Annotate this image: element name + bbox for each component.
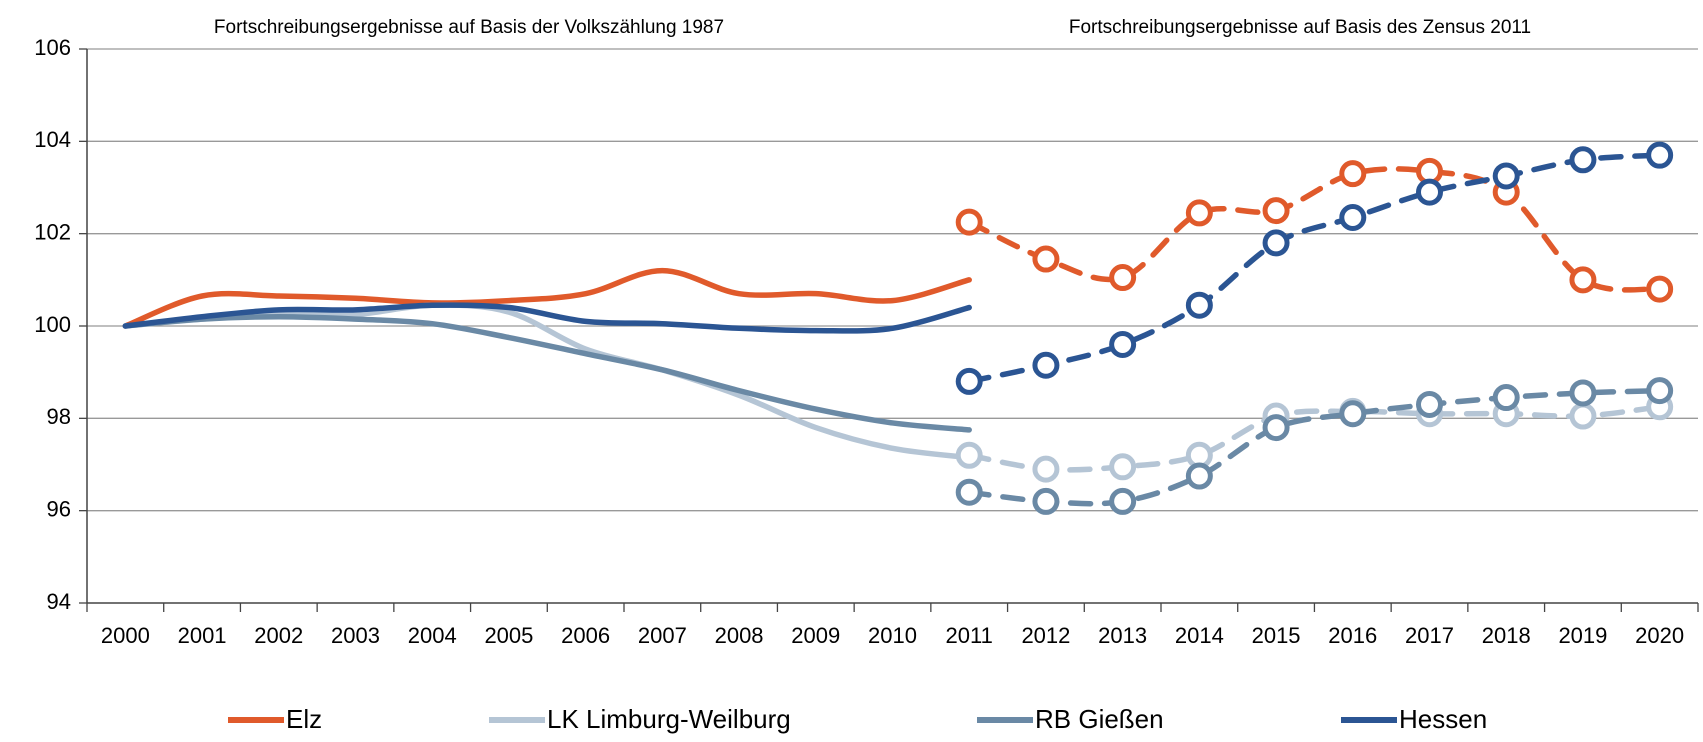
x-tick-label: 2017	[1405, 623, 1454, 648]
series-line	[122, 302, 972, 334]
point-marker	[1109, 453, 1137, 481]
series-line	[966, 404, 1663, 473]
point-marker	[955, 478, 983, 506]
x-tick-label: 2020	[1635, 623, 1684, 648]
point-marker	[1185, 291, 1213, 319]
point-marker	[955, 367, 983, 395]
x-tick-label: 2015	[1252, 623, 1301, 648]
y-tick-label: 100	[34, 312, 71, 337]
point-marker	[1569, 146, 1597, 174]
point-marker	[1569, 266, 1597, 294]
point-marker	[1185, 462, 1213, 490]
section-title: Fortschreibungsergebnisse auf Basis des …	[1069, 17, 1531, 38]
x-tick-label: 2019	[1558, 623, 1607, 648]
series-line	[122, 314, 972, 433]
x-tick-label: 2004	[408, 623, 457, 648]
point-marker	[1569, 379, 1597, 407]
y-tick-label: 104	[34, 127, 71, 152]
series-line	[122, 267, 972, 329]
point-marker	[1646, 275, 1674, 303]
point-marker	[1339, 160, 1367, 188]
x-tick-label: 2009	[791, 623, 840, 648]
y-tick-label: 96	[47, 496, 71, 521]
point-marker	[1109, 487, 1137, 515]
x-tick-label: 2010	[868, 623, 917, 648]
point-marker	[1646, 377, 1674, 405]
point-marker	[1262, 414, 1290, 442]
series-line	[966, 387, 1663, 507]
section-title: Fortschreibungsergebnisse auf Basis der …	[214, 17, 724, 38]
y-tick-label: 98	[47, 404, 71, 429]
x-tick-label: 2005	[484, 623, 533, 648]
legend-label: RB Gießen	[1035, 704, 1164, 734]
y-tick-label: 106	[34, 35, 71, 60]
point-marker	[955, 441, 983, 469]
legend-label: Elz	[286, 704, 322, 734]
point-marker	[1262, 197, 1290, 225]
x-tick-label: 2012	[1021, 623, 1070, 648]
x-tick-label: 2002	[254, 623, 303, 648]
x-tick-label: 2000	[101, 623, 150, 648]
point-marker	[1569, 402, 1597, 430]
point-marker	[1032, 245, 1060, 273]
point-marker	[1032, 487, 1060, 515]
point-marker	[1339, 204, 1367, 232]
point-marker	[955, 208, 983, 236]
y-tick-label: 102	[34, 219, 71, 244]
x-tick-label: 2018	[1482, 623, 1531, 648]
point-marker	[1032, 455, 1060, 483]
point-marker	[1185, 199, 1213, 227]
x-tick-label: 2014	[1175, 623, 1224, 648]
x-tick-label: 2013	[1098, 623, 1147, 648]
x-tick-label: 2011	[946, 623, 993, 648]
legend-label: LK Limburg-Weilburg	[547, 704, 791, 734]
legend-label: Hessen	[1399, 704, 1487, 734]
series-line	[966, 166, 1663, 293]
x-tick-label: 2006	[561, 623, 610, 648]
point-marker	[1492, 162, 1520, 190]
x-tick-label: 2007	[638, 623, 687, 648]
point-marker	[1339, 400, 1367, 428]
point-marker	[1032, 351, 1060, 379]
point-marker	[1416, 178, 1443, 206]
point-marker	[1262, 229, 1290, 257]
x-tick-label: 2016	[1328, 623, 1377, 648]
x-tick-label: 2008	[715, 623, 764, 648]
series-line	[966, 152, 1663, 385]
point-marker	[1416, 390, 1443, 418]
point-marker	[1492, 384, 1520, 412]
point-marker	[1109, 264, 1137, 292]
x-tick-label: 2003	[331, 623, 380, 648]
point-marker	[1109, 330, 1137, 358]
y-tick-label: 94	[47, 589, 71, 614]
series-line	[122, 302, 972, 461]
point-marker	[1646, 141, 1674, 169]
x-tick-label: 2001	[178, 623, 227, 648]
